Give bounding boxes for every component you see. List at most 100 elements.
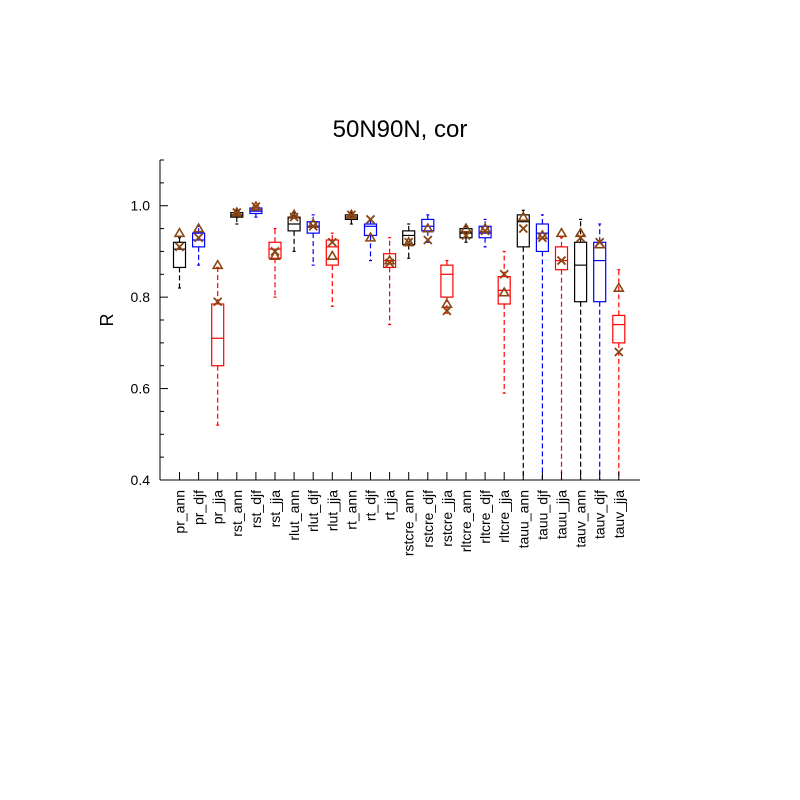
box-rstcre_djf: [421, 214, 435, 245]
box-rt_djf: [363, 214, 378, 262]
triangle-marker: [593, 238, 606, 249]
triangle-marker: [498, 286, 511, 297]
iqr-box: [554, 246, 569, 271]
box-rt_jja: [383, 237, 397, 326]
x-marker: [518, 223, 528, 234]
box-rstcre_ann: [402, 223, 416, 259]
y-tick-label: 0.6: [131, 381, 151, 397]
triangle-marker: [441, 297, 453, 308]
triangle-marker: [517, 211, 530, 222]
triangle-marker: [250, 200, 262, 211]
x-marker: [213, 297, 223, 307]
triangle-marker: [402, 236, 415, 247]
x-tick-label-rt_jja: rt_jja: [382, 490, 398, 521]
x-marker: [442, 306, 452, 316]
iqr-box: [363, 223, 378, 237]
x-marker: [614, 347, 624, 357]
x-tick-label-rst_jja: rst_jja: [267, 490, 283, 528]
y-tick-label: 1.0: [131, 198, 151, 214]
x-marker: [556, 255, 567, 266]
triangle-marker: [460, 222, 472, 233]
y-axis-label: R: [97, 314, 117, 327]
iqr-box: [440, 264, 454, 298]
iqr-box: [535, 223, 550, 253]
triangle-marker: [383, 254, 396, 265]
triangle-marker: [479, 222, 491, 233]
triangle-marker: [173, 227, 186, 238]
box-pr_jja: [211, 259, 225, 426]
x-tick-label-tauv_ann: tauv_ann: [573, 490, 589, 548]
triangle-marker: [421, 222, 434, 233]
x-marker: [461, 230, 471, 241]
x-tick-label-rlut_jja: rlut_jja: [324, 490, 340, 531]
box-tauv_jja: [612, 269, 626, 480]
x-tick-label-pr_jja: pr_jja: [210, 490, 226, 524]
triangle-marker: [574, 227, 587, 238]
box-rlut_ann: [287, 208, 301, 253]
iqr-box: [478, 225, 492, 239]
x-marker: [499, 269, 509, 279]
x-tick-label-rltcre_ann: rltcre_ann: [458, 490, 474, 552]
y-axis-ticks: 0.4 0.6 0.8 1.0: [131, 159, 168, 488]
iqr-box: [573, 241, 588, 303]
x-marker: [174, 242, 185, 252]
iqr-box: [325, 239, 339, 266]
y-tick-label: 0.4: [131, 472, 151, 488]
x-marker: [193, 233, 204, 243]
x-tick-label-tauv_djf: tauv_djf: [592, 490, 608, 539]
box-rst_djf: [249, 200, 263, 218]
x-tick-label-rst_djf: rst_djf: [248, 490, 264, 528]
triangle-marker: [230, 206, 243, 217]
box-tauu_ann: [516, 209, 530, 480]
chart-title: 50N90N, cor: [333, 116, 468, 143]
x-tick-label-rstcre_jja: rstcre_jja: [439, 490, 455, 547]
triangle-marker: [536, 229, 549, 240]
triangle-marker: [345, 208, 358, 219]
box-tauu_djf: [535, 214, 550, 480]
x-marker: [575, 233, 586, 243]
iqr-box: [516, 214, 530, 248]
x-marker: [423, 235, 433, 245]
x-tick-label-rst_ann: rst_ann: [229, 490, 245, 537]
triangle-marker: [612, 281, 625, 292]
x-tick-label-pr_djf: pr_djf: [191, 490, 207, 525]
x-tick-label-pr_ann: pr_ann: [172, 490, 188, 534]
iqr-box: [172, 241, 187, 269]
x-tick-label-tauu_jja: tauu_jja: [554, 490, 570, 539]
iqr-box: [612, 314, 626, 344]
box-rst_ann: [230, 206, 244, 225]
y-tick-label: 0.8: [131, 289, 151, 305]
triangle-marker: [326, 249, 339, 260]
box-rt_ann: [344, 208, 358, 225]
triangle-marker: [288, 208, 300, 219]
triangle-marker: [555, 227, 568, 238]
x-tick-label-rltcre_jja: rltcre_jja: [496, 490, 512, 543]
box-rltcre_ann: [459, 222, 473, 243]
x-marker: [327, 237, 337, 247]
box-tauu_jja: [554, 227, 569, 480]
x-tick-label-tauu_djf: tauu_djf: [534, 490, 550, 540]
iqr-box: [306, 221, 320, 234]
x-tick-label-tauv_jja: tauv_jja: [611, 490, 627, 538]
box-rltcre_djf: [478, 218, 492, 248]
x-tick-label-rt_ann: rt_ann: [343, 490, 359, 530]
iqr-box: [268, 241, 282, 259]
box-rltcre_jja: [497, 250, 511, 394]
triangle-marker: [192, 222, 205, 233]
x-tick-label-rlut_ann: rlut_ann: [286, 490, 302, 541]
box-tauv_ann: [573, 218, 588, 480]
x-tick-label-tauu_ann: tauu_ann: [515, 490, 531, 548]
iqr-box: [211, 303, 225, 367]
boxes: [172, 200, 626, 480]
box-rst_jja: [268, 227, 282, 298]
axes-frame: [159, 160, 640, 481]
box-pr_ann: [172, 227, 187, 289]
box-rlut_djf: [306, 214, 320, 266]
x-tick-label-rltcre_djf: rltcre_djf: [477, 490, 493, 544]
box-rstcre_jja: [440, 259, 454, 316]
x-tick-label-rt_djf: rt_djf: [363, 490, 379, 521]
triangle-marker: [269, 249, 281, 260]
triangle-marker: [307, 217, 320, 228]
x-tick-label-rstcre_ann: rstcre_ann: [401, 490, 417, 556]
